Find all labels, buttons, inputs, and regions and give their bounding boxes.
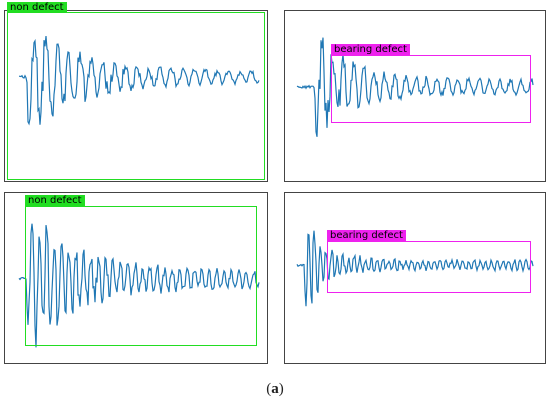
detection-label: non defect: [25, 195, 85, 206]
vibration-waveform: [296, 37, 534, 137]
figure-caption: (a): [266, 381, 284, 397]
vibration-waveform: [296, 230, 534, 307]
signal-panel-bottom-right: bearing defect: [284, 192, 546, 364]
detection-box-non-defect[interactable]: [7, 12, 265, 180]
detection-box-bearing-defect[interactable]: [327, 241, 531, 293]
waveform-line: [18, 223, 260, 348]
vibration-waveform: [18, 223, 260, 348]
detection-box-non-defect[interactable]: [25, 206, 257, 346]
waveform-line: [296, 230, 534, 307]
signal-panel-top-right: bearing defect: [284, 10, 546, 182]
detection-label: bearing defect: [331, 44, 410, 55]
waveform-line: [18, 36, 260, 126]
caption-letter: a: [271, 381, 279, 397]
detection-box-bearing-defect[interactable]: [331, 55, 531, 123]
waveform-line: [296, 37, 534, 137]
signal-panel-top-left: non defect: [4, 2, 268, 182]
vibration-waveform: [18, 36, 260, 126]
signal-panel-bottom-left: non defect: [4, 192, 268, 364]
detection-label: non defect: [7, 2, 67, 13]
detection-label: bearing defect: [327, 230, 406, 241]
